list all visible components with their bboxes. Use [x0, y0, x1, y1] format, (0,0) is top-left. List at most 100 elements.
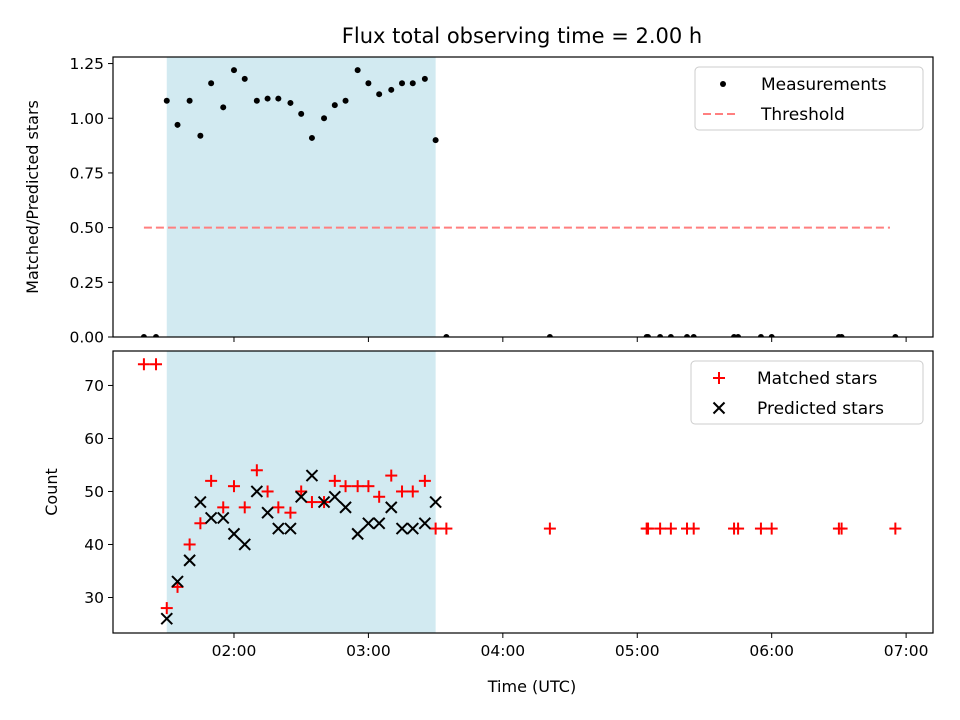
y-tick-label: 0.75: [69, 164, 104, 182]
data-point: [261, 485, 274, 498]
data-point: [339, 480, 352, 493]
x-tick-label: 05:00: [615, 642, 660, 660]
data-point: [294, 490, 308, 503]
legend: Measurements Threshold: [694, 66, 924, 131]
data-point: [373, 490, 386, 503]
series-predicted-stars: [160, 469, 442, 625]
data-point: [765, 522, 778, 535]
data-point-b: [217, 511, 230, 525]
data-point: [768, 334, 775, 337]
legend-swatch-b: [712, 401, 726, 415]
data-point: [261, 506, 274, 519]
y-axis-label: Matched/Predicted stars: [23, 100, 42, 294]
axes-frame: [112, 56, 934, 338]
data-point-b: [385, 501, 398, 514]
data-point: [757, 334, 764, 337]
data-point: [150, 358, 163, 371]
observing-span: [166, 57, 436, 337]
data-point-b: [372, 517, 386, 530]
x-tick-label: 03:00: [346, 642, 391, 660]
legend: Matched stars Predicted stars: [690, 360, 924, 425]
data-point: [684, 334, 690, 337]
data-point-b: [204, 511, 218, 525]
data-point: [227, 527, 241, 541]
data-point-b: [362, 517, 375, 530]
data-point: [220, 104, 227, 111]
data-point: [395, 522, 409, 535]
data-point-b: [351, 527, 364, 541]
data-point: [317, 495, 331, 509]
data-point: [642, 522, 655, 535]
x-tick-label: 07:00: [884, 642, 929, 660]
data-point: [351, 527, 364, 541]
data-point: [654, 522, 667, 535]
data-point: [690, 334, 697, 337]
y-tick-label: 0.50: [69, 219, 104, 237]
data-point: [362, 480, 375, 493]
legend-label: Threshold: [760, 105, 845, 125]
data-point: [197, 132, 204, 139]
data-point-b: [194, 495, 207, 509]
legend-swatch: [713, 372, 725, 384]
data-point: [160, 602, 173, 615]
data-point: [174, 121, 181, 128]
data-point: [205, 474, 218, 487]
data-point: [351, 480, 364, 493]
data-point: [543, 522, 556, 535]
data-point: [140, 334, 147, 337]
top-panel-measurements: 0.00 0.25 0.50 0.75 1.00 1.25 Matched/Predicte…: [23, 55, 934, 347]
data-point: [284, 506, 297, 519]
data-point: [372, 517, 386, 530]
legend-label: Matched stars: [757, 369, 877, 389]
axes-frame: [112, 350, 934, 634]
data-point: [160, 612, 173, 625]
data-point-b: [261, 506, 274, 519]
data-point: [418, 517, 432, 530]
series-matched-stars: [137, 358, 902, 615]
data-point: [153, 334, 160, 337]
y-tick-label: 1.25: [69, 55, 104, 73]
data-point: [406, 485, 419, 498]
data-point: [388, 86, 395, 93]
y-tick-label: 70: [84, 377, 104, 395]
data-point: [645, 334, 652, 337]
data-point: [287, 99, 294, 106]
data-point: [443, 334, 450, 337]
data-point-b: [328, 490, 342, 503]
data-point: [354, 67, 361, 74]
data-point: [183, 538, 196, 551]
data-point: [272, 522, 285, 535]
data-point: [253, 97, 260, 104]
data-point: [250, 485, 264, 498]
data-point: [250, 464, 263, 477]
x-tick-label: 04:00: [481, 642, 526, 660]
y-tick-label: 0.25: [69, 274, 104, 292]
data-point: [421, 75, 428, 82]
data-point: [889, 522, 902, 535]
data-point: [194, 517, 207, 530]
data-point: [230, 67, 237, 74]
data-point-b: [227, 527, 241, 541]
bottom-panel-counts: 30 40 50 60 70 02:00 03:00 04:00 05:00 06:00 07:00…: [42, 350, 934, 696]
data-point: [376, 91, 383, 98]
data-point-b: [171, 575, 184, 588]
data-point-b: [317, 495, 331, 509]
data-point: [305, 469, 319, 482]
data-point: [217, 511, 230, 525]
plot-area: [137, 358, 902, 625]
data-point: [754, 522, 767, 535]
data-point: [657, 334, 664, 337]
data-point: [238, 538, 251, 551]
data-point: [183, 554, 196, 567]
series-measurements: [140, 67, 899, 337]
data-point: [835, 522, 848, 535]
data-point: [432, 137, 439, 144]
data-point-b: [160, 612, 173, 625]
data-point: [664, 522, 677, 535]
data-point-b: [395, 522, 409, 535]
data-point: [735, 334, 742, 337]
data-point: [204, 511, 218, 525]
y-tick-label: 60: [84, 430, 104, 448]
plot-area: [140, 67, 899, 337]
data-point: [208, 80, 215, 87]
